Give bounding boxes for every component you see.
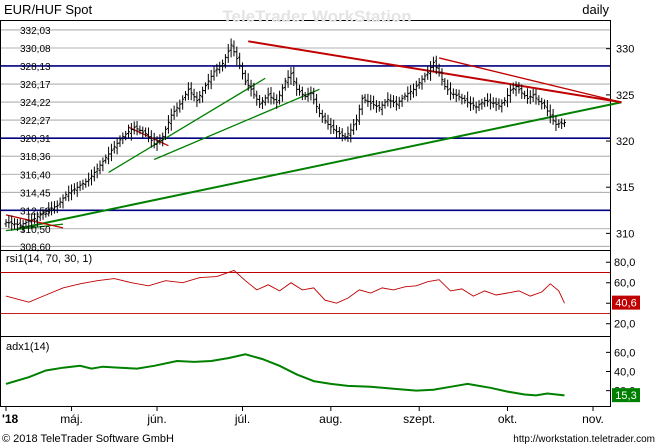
level-label: 316,40 (20, 170, 51, 181)
adx-line (5, 353, 565, 397)
chart-title: EUR/HUF Spot (4, 2, 93, 17)
level-label: 310,50 (20, 225, 51, 236)
level-label: 330,08 (20, 44, 51, 55)
x-tick-label: júl. (234, 412, 250, 426)
level-label: 326,17 (20, 80, 51, 91)
x-axis: '18 máj. jún. júl. aug. szept. okt. nov. (2, 406, 604, 426)
level-label: 312,50 (20, 206, 51, 217)
rsi-grid: 20,040,060,080,0 (1, 257, 635, 331)
adx-series: 15,3 (5, 353, 640, 403)
trendline (17, 101, 622, 230)
y-tick-label: 315 (616, 182, 634, 194)
price-panel-frame (0, 20, 611, 251)
y-tick-label: 320 (616, 136, 634, 148)
rsi-last-value-box (612, 295, 640, 310)
adx-y-tick-label: 60,0 (614, 347, 635, 359)
level-label: 328,13 (20, 62, 51, 73)
adx-y-tick-label: 40,0 (614, 367, 635, 379)
price-series (4, 38, 567, 232)
level-label: 314,45 (20, 188, 51, 199)
x-tick-label: okt. (498, 412, 517, 426)
period-label: daily (582, 2, 609, 17)
rsi-last-value: 40,6 (615, 298, 636, 310)
x-tick-label: jún. (146, 412, 166, 426)
source-url[interactable]: http://workstation.teletrader.com (513, 434, 655, 445)
rsi-y-tick-label: 80,0 (614, 257, 635, 269)
level-label: 318,36 (20, 152, 51, 163)
level-label: 324,22 (20, 98, 51, 109)
x-tick-label: szept. (403, 412, 435, 426)
adx-panel-frame (0, 336, 611, 407)
rsi-y-tick-label: 60,0 (614, 278, 635, 290)
rsi-y-tick-label: 20,0 (614, 319, 635, 331)
level-label: 320,31 (20, 134, 51, 145)
y-tick-label: 325 (616, 90, 634, 102)
price-labels: 332,03 330,08 328,13 326,17 324,22 322,27 320,… (20, 26, 634, 253)
adx-title: adx1(14) (6, 341, 49, 353)
x-tick-label: aug. (319, 412, 342, 426)
price-trendlines (5, 40, 622, 232)
adx-last-value-box (612, 388, 640, 403)
x-tick-label: nov. (582, 412, 604, 426)
level-label: 332,03 (20, 26, 51, 37)
y-tick-label: 330 (616, 44, 634, 56)
watermark: TeleTrader WorkStation (222, 7, 411, 26)
copyright: © 2018 TeleTrader Software GmbH (2, 433, 174, 445)
rsi-line (5, 269, 565, 304)
y-tick-label: 310 (616, 228, 634, 240)
trendline (153, 88, 320, 161)
trendline (248, 40, 622, 104)
trendline (108, 77, 266, 173)
adx-last-value: 15,3 (615, 390, 636, 402)
x-tick-label: máj. (60, 412, 83, 426)
level-label: 322,27 (20, 116, 51, 127)
x-tick-label: '18 (2, 412, 19, 426)
rsi-title: rsi1(14, 70, 30, 1) (6, 253, 92, 265)
rsi-series: 40,6 (5, 269, 640, 310)
level-label: 308,60 (20, 242, 51, 253)
trendline (438, 57, 622, 103)
